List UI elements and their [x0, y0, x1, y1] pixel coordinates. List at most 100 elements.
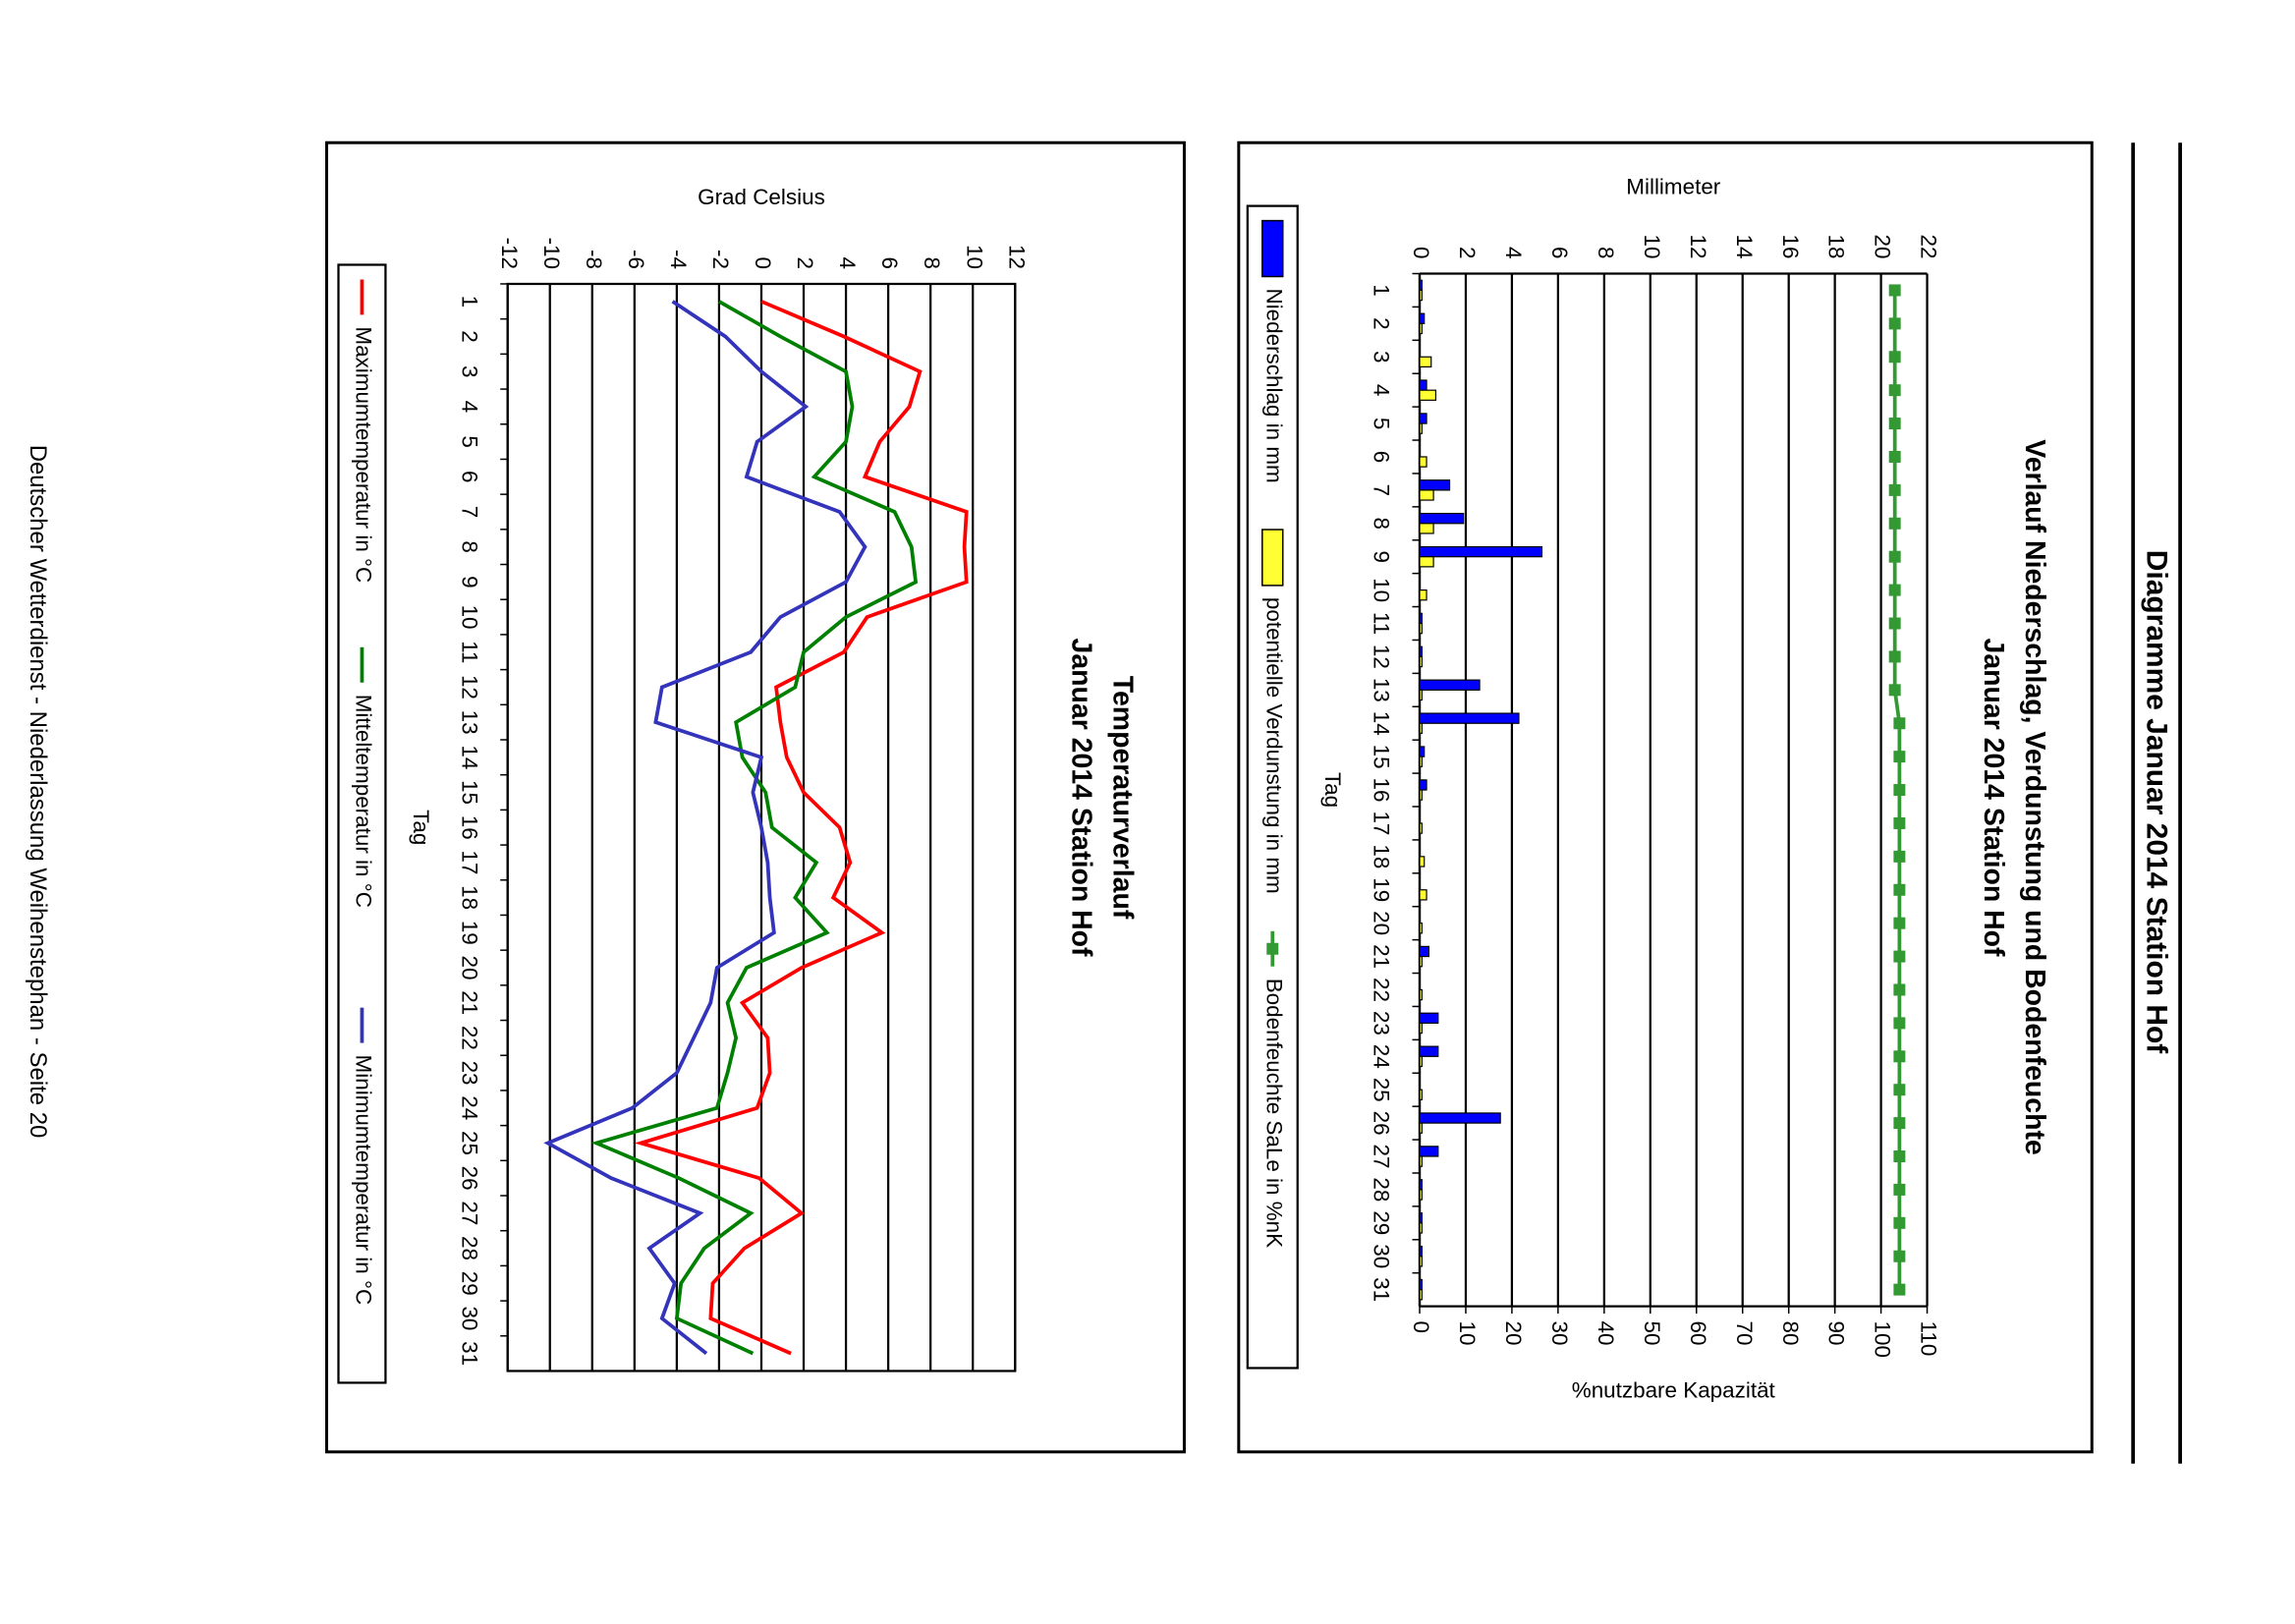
- chart-subtitle: Januar 2014 Station Hof: [1978, 639, 2009, 957]
- point-marker: [1893, 1283, 1906, 1296]
- x-tick-label: 15: [1370, 745, 1394, 769]
- x-tick-label: 17: [1370, 811, 1394, 835]
- x-tick-label: 18: [1370, 844, 1394, 868]
- point-marker: [1893, 1150, 1906, 1162]
- point-marker: [1893, 1183, 1906, 1196]
- point-marker: [1893, 1216, 1906, 1229]
- x-tick-label: 9: [1370, 550, 1394, 562]
- x-tick-label: 26: [1370, 1111, 1394, 1136]
- y-tick-label: 6: [1547, 247, 1572, 258]
- x-tick-label: 8: [1370, 518, 1394, 530]
- x-tick-label: 27: [1370, 1145, 1394, 1169]
- x-tick-label: 14: [1370, 711, 1394, 736]
- point-marker: [1893, 816, 1906, 829]
- x-tick-label: 9: [457, 576, 481, 588]
- x-tick-label: 28: [457, 1236, 481, 1260]
- y-tick-label: 12: [1004, 245, 1029, 269]
- point-marker: [1893, 784, 1906, 797]
- x-tick-label: 29: [1370, 1210, 1394, 1235]
- point-marker: [1888, 351, 1901, 364]
- legend-swatch: [1261, 219, 1284, 278]
- chart-subtitle: Januar 2014 Station Hof: [1066, 639, 1097, 957]
- bar: [1419, 489, 1434, 501]
- y2-tick-label: 100: [1871, 1321, 1895, 1358]
- bar: [1419, 1155, 1423, 1167]
- series-line: [590, 300, 919, 1356]
- bar: [1419, 923, 1423, 934]
- x-tick-label: 1: [1370, 284, 1394, 296]
- bar: [1419, 379, 1427, 391]
- y2-tick-label: 40: [1594, 1321, 1618, 1346]
- point-marker: [1888, 317, 1901, 330]
- bar: [1419, 679, 1481, 691]
- y2-tick-label: 110: [1917, 1321, 1941, 1357]
- y-tick-label: 4: [1501, 247, 1526, 258]
- bar: [1419, 955, 1423, 968]
- y2-tick-label: 30: [1547, 1321, 1572, 1346]
- legend-label: Mitteltemperatur in °C: [352, 695, 376, 908]
- plot-border: [506, 282, 1017, 1372]
- point-marker: [1893, 717, 1906, 730]
- x-tick-label: 30: [457, 1306, 481, 1330]
- x-tick-label: 2: [1370, 317, 1394, 329]
- y-tick-label: 12: [1686, 235, 1710, 259]
- bar: [1419, 589, 1427, 601]
- bar: [1419, 756, 1423, 767]
- x-tick-label: 31: [457, 1341, 481, 1366]
- point-marker: [1888, 517, 1901, 530]
- bar: [1419, 1289, 1423, 1301]
- bar: [1419, 389, 1437, 401]
- x-tick-label: 24: [1370, 1044, 1394, 1069]
- legend-box: [337, 263, 387, 1384]
- point-marker: [1888, 384, 1901, 397]
- y-tick-label: -10: [539, 238, 564, 269]
- bar: [1419, 645, 1423, 658]
- bar: [1419, 322, 1423, 335]
- point-marker: [1888, 684, 1901, 697]
- legend-label: Niederschlag in mm: [1261, 288, 1286, 482]
- bar: [1419, 1012, 1439, 1024]
- point-marker: [1888, 550, 1901, 563]
- x-tick-label: 22: [1370, 978, 1394, 1002]
- bar: [1419, 456, 1427, 468]
- x-tick-label: 27: [457, 1201, 481, 1225]
- x-tick-label: 23: [457, 1061, 481, 1086]
- bar: [1419, 1189, 1423, 1201]
- y-tick-label: 6: [877, 257, 902, 269]
- x-tick-label: 7: [1370, 484, 1394, 496]
- point-marker: [1888, 584, 1901, 596]
- y2-tick-label: 70: [1732, 1321, 1757, 1346]
- point-marker: [1893, 950, 1906, 963]
- point-marker: [1893, 1250, 1906, 1262]
- y-tick-label: -2: [708, 250, 733, 269]
- x-tick-label: 30: [1370, 1244, 1394, 1268]
- bar: [1419, 513, 1465, 525]
- bar: [1419, 945, 1429, 958]
- bar: [1419, 722, 1423, 734]
- bar: [1419, 822, 1423, 834]
- x-tick-label: 6: [457, 471, 481, 482]
- bar: [1419, 422, 1423, 434]
- x-tick-label: 6: [1370, 451, 1394, 463]
- x-tick-label: 4: [457, 401, 481, 413]
- bar: [1419, 356, 1432, 368]
- y-tick-label: 2: [793, 257, 817, 269]
- legend-label: potentielle Verdunstung in mm: [1261, 597, 1286, 894]
- point-marker: [1893, 1084, 1906, 1096]
- y2-tick-label: 90: [1824, 1321, 1849, 1346]
- y-tick-label: 2: [1455, 247, 1480, 258]
- bar: [1419, 1146, 1439, 1157]
- x-axis-label: Tag: [409, 810, 433, 845]
- x-tick-label: 3: [457, 365, 481, 377]
- point-marker: [1893, 1050, 1906, 1063]
- x-tick-label: 21: [457, 990, 481, 1015]
- x-tick-label: 11: [1370, 612, 1394, 635]
- x-tick-label: 10: [457, 605, 481, 630]
- legend-marker: [1266, 942, 1279, 955]
- y-tick-label: 4: [835, 257, 860, 269]
- x-axis-label: Tag: [1320, 772, 1345, 808]
- legend-label: Maximumtemperatur in °C: [352, 326, 376, 583]
- x-tick-label: 5: [457, 435, 481, 447]
